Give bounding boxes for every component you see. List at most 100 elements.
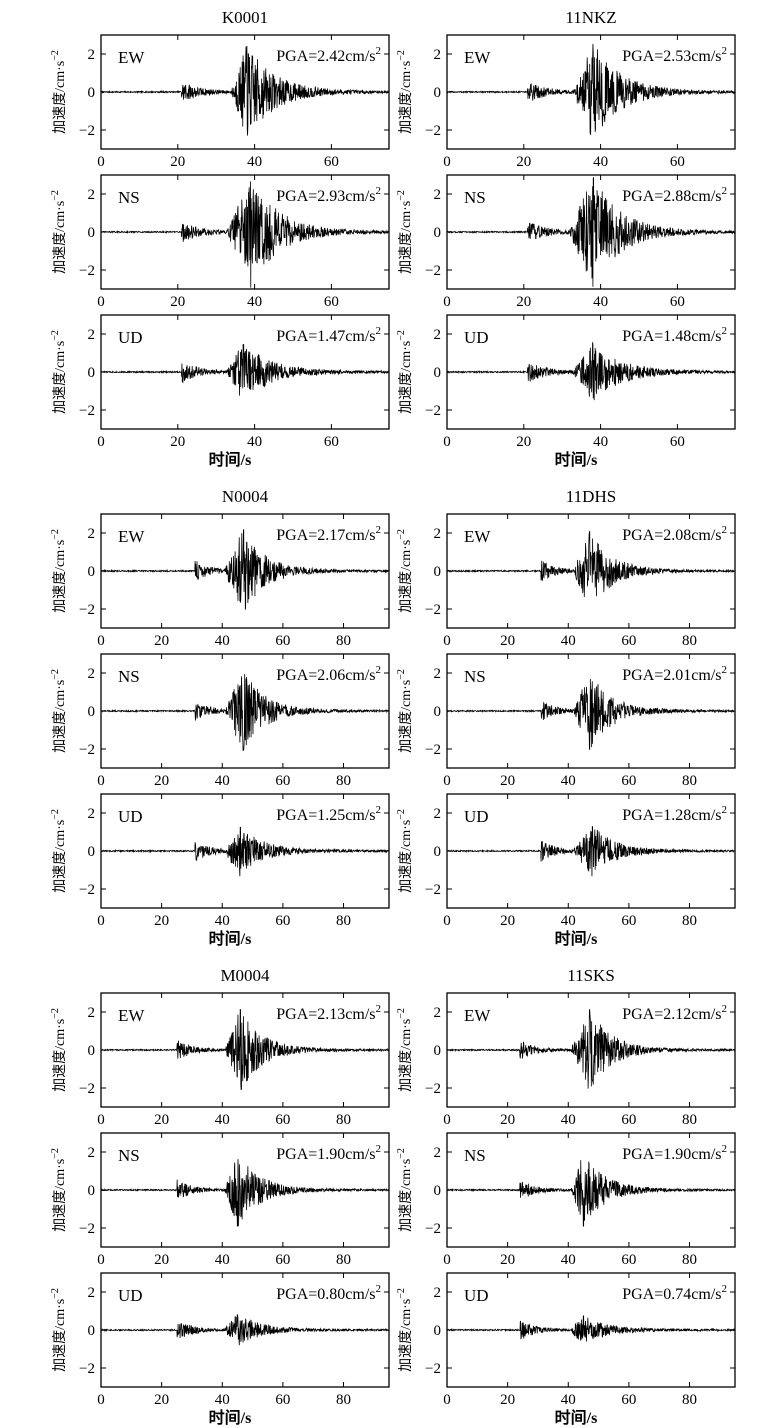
waveform-EW	[101, 46, 389, 136]
x-tick-label: 60	[670, 154, 685, 170]
y-tick-label: 2	[434, 327, 442, 343]
x-tick-label: 80	[336, 1112, 351, 1128]
y-tick-label: −2	[425, 263, 441, 279]
y-axis-label: 加速度/cm·s−2	[396, 330, 414, 414]
pga-label: PGA=2.17cm/s2	[276, 524, 381, 544]
x-tick-label: 0	[443, 294, 451, 310]
x-tick-label: 80	[682, 913, 697, 929]
x-tick-label: 40	[215, 913, 230, 929]
y-axis-label: 加速度/cm·s−2	[50, 529, 68, 613]
station-title: 11DHS	[566, 487, 616, 506]
x-tick-label: 40	[247, 434, 262, 450]
x-tick-label: 0	[97, 633, 105, 649]
y-tick-label: 2	[88, 187, 96, 203]
y-tick-label: −2	[425, 123, 441, 139]
x-tick-label: 60	[621, 773, 636, 789]
x-tick-label: 0	[97, 294, 105, 310]
y-tick-label: −2	[425, 882, 441, 898]
y-tick-label: 2	[434, 806, 442, 822]
x-tick-label: 20	[154, 1252, 169, 1268]
y-tick-label: 0	[434, 1043, 442, 1059]
y-tick-label: 0	[434, 85, 442, 101]
component-label: NS	[464, 1146, 486, 1165]
x-tick-label: 60	[324, 434, 339, 450]
x-tick-label: 80	[336, 1392, 351, 1408]
x-tick-label: 40	[215, 1392, 230, 1408]
x-tick-label: 60	[275, 1112, 290, 1128]
waveform-EW	[447, 43, 735, 135]
y-axis-label: 加速度/cm·s−2	[396, 529, 414, 613]
y-axis-label: 加速度/cm·s−2	[396, 50, 414, 134]
pga-label: PGA=2.93cm/s2	[276, 185, 381, 205]
waveform-EW	[447, 531, 735, 598]
pga-label: PGA=2.88cm/s2	[622, 185, 727, 205]
y-tick-label: 0	[434, 564, 442, 580]
y-tick-label: 0	[88, 225, 96, 241]
y-tick-label: −2	[425, 1361, 441, 1377]
y-tick-label: 2	[434, 1285, 442, 1301]
x-tick-label: 0	[443, 154, 451, 170]
component-label: UD	[464, 807, 489, 826]
component-label: EW	[464, 48, 491, 67]
component-label: UD	[464, 1286, 489, 1305]
x-tick-label: 40	[215, 633, 230, 649]
y-tick-label: 0	[434, 365, 442, 381]
waveform-UD	[447, 1315, 735, 1342]
component-label: UD	[118, 1286, 143, 1305]
station-title: K0001	[222, 8, 268, 27]
y-axis-label: 加速度/cm·s−2	[50, 1148, 68, 1232]
x-tick-label: 0	[443, 1112, 451, 1128]
pga-label: PGA=1.90cm/s2	[276, 1143, 381, 1163]
y-axis-label: 加速度/cm·s−2	[396, 809, 414, 893]
x-tick-label: 0	[97, 773, 105, 789]
pga-label: PGA=1.90cm/s2	[622, 1143, 727, 1163]
x-tick-label: 40	[593, 294, 608, 310]
waveform-UD	[101, 826, 389, 877]
x-tick-label: 60	[621, 1392, 636, 1408]
x-tick-label: 40	[215, 1112, 230, 1128]
waveform-UD	[101, 1314, 389, 1346]
waveform-EW	[447, 1009, 735, 1089]
x-axis-label: 时间/s	[209, 929, 252, 948]
waveform-NS	[447, 1160, 735, 1227]
y-axis-label: 加速度/cm·s−2	[50, 190, 68, 274]
y-tick-label: −2	[79, 263, 95, 279]
x-tick-label: 40	[215, 1252, 230, 1268]
station-title: M0004	[220, 966, 270, 985]
y-tick-label: 0	[434, 704, 442, 720]
waveform-NS	[101, 181, 389, 288]
y-tick-label: −2	[425, 602, 441, 618]
waveform-UD	[101, 344, 389, 396]
waveform-EW	[101, 529, 389, 610]
x-tick-label: 40	[561, 1252, 576, 1268]
waveform-UD	[447, 342, 735, 401]
pga-label: PGA=2.42cm/s2	[276, 45, 381, 65]
x-tick-label: 0	[443, 1392, 451, 1408]
component-label: NS	[118, 1146, 140, 1165]
pga-label: PGA=1.48cm/s2	[622, 325, 727, 345]
component-label: NS	[464, 667, 486, 686]
y-tick-label: 2	[88, 666, 96, 682]
y-tick-label: 0	[434, 225, 442, 241]
y-axis-label: 加速度/cm·s−2	[396, 190, 414, 274]
x-tick-label: 40	[247, 154, 262, 170]
y-axis-label: 加速度/cm·s−2	[396, 669, 414, 753]
x-tick-label: 20	[516, 154, 531, 170]
y-tick-label: −2	[79, 602, 95, 618]
component-label: EW	[118, 1006, 145, 1025]
x-tick-label: 40	[593, 434, 608, 450]
x-tick-label: 0	[97, 1252, 105, 1268]
y-tick-label: 2	[88, 1145, 96, 1161]
y-tick-label: 2	[88, 1005, 96, 1021]
pga-label: PGA=2.01cm/s2	[622, 664, 727, 684]
x-tick-label: 20	[500, 1392, 515, 1408]
y-tick-label: 0	[434, 844, 442, 860]
